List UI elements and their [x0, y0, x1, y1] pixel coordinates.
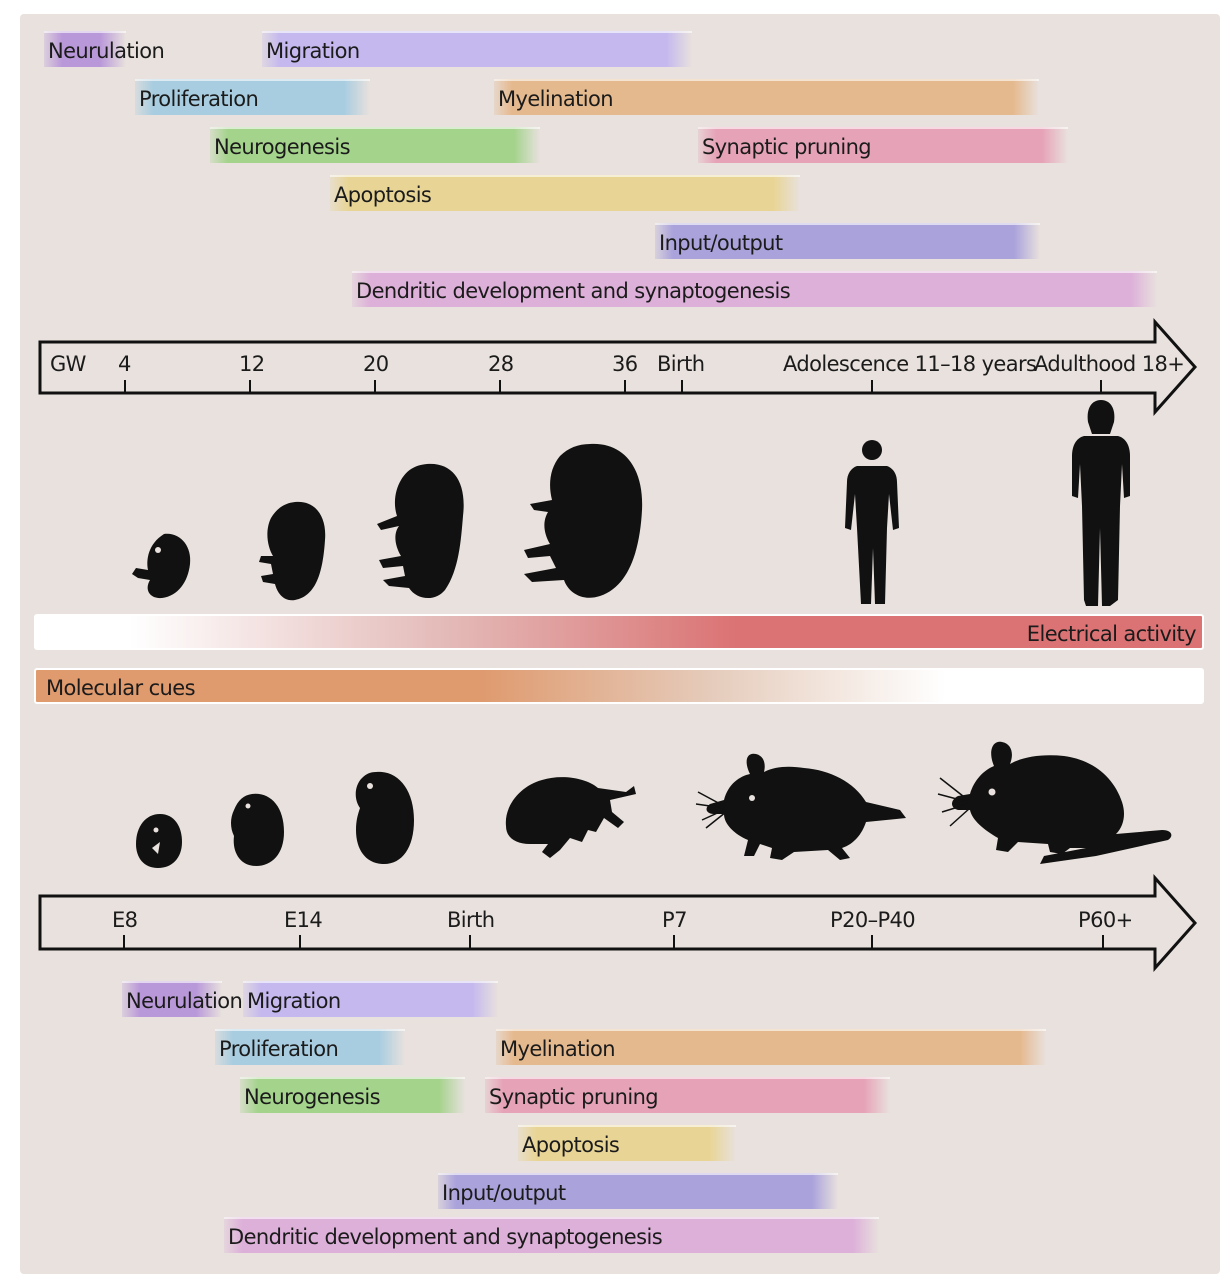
human-bar-proliferation: Proliferation: [135, 79, 370, 115]
human-tick-birth: Birth: [657, 352, 705, 376]
molecular-cues-label: Molecular cues: [46, 676, 196, 700]
human-tick-adolescence: Adolescence 11–18 years: [783, 352, 1037, 376]
mouse-tick-p60: P60+: [1078, 908, 1133, 932]
mouse-bar-myelination: Myelination: [496, 1029, 1046, 1065]
mouse-tick-e8: E8: [112, 908, 138, 932]
human-tick-36: 36: [612, 352, 638, 376]
human-axis-start-label: GW: [50, 352, 86, 376]
mouse-tick-p7: P7: [662, 908, 687, 932]
child-icon: [845, 440, 899, 604]
human-axis-ticks: [124, 380, 1102, 393]
embryo-icon: [355, 771, 414, 864]
human-bar-myelination: Myelination: [494, 79, 1039, 115]
mouse-bar-apoptosis: Apoptosis: [518, 1125, 736, 1161]
mouse-bar-neurogenesis: Neurogenesis: [240, 1077, 465, 1113]
human-tick-12: 12: [239, 352, 265, 376]
human-bar-dendritic-development: Dendritic development and synaptogenesis: [352, 271, 1157, 307]
human-tick-adulthood: Adulthood 18+: [1034, 352, 1185, 376]
electrical-activity-gradient: Electrical activity: [34, 614, 1204, 650]
embryo-icon: [136, 814, 182, 868]
embryo-icon: [231, 793, 284, 866]
embryo-icon: [259, 501, 326, 601]
mouse-pup-icon: [505, 777, 636, 858]
mouse-bar-proliferation: Proliferation: [215, 1029, 405, 1065]
mouse-tick-p20-p40: P20–P40: [830, 908, 916, 932]
mouse-juvenile-icon: [695, 753, 906, 860]
human-bar-migration: Migration: [262, 31, 692, 67]
human-bar-neurogenesis: Neurogenesis: [210, 127, 540, 163]
mouse-axis-arrow: [38, 874, 1198, 972]
electrical-activity-label: Electrical activity: [1026, 622, 1197, 646]
mouse-bar-input-output: Input/output: [438, 1173, 838, 1209]
human-tick-20: 20: [363, 352, 389, 376]
mouse-bar-synaptic-pruning: Synaptic pruning: [485, 1077, 890, 1113]
mouse-adult-icon: [937, 741, 1172, 864]
human-bar-apoptosis: Apoptosis: [330, 175, 800, 211]
mouse-bar-neurulation: Neurulation: [122, 981, 243, 1017]
mouse-tick-birth: Birth: [447, 908, 495, 932]
fetus-icon: [524, 443, 643, 598]
human-tick-28: 28: [488, 352, 514, 376]
mouse-bar-migration: Migration: [243, 981, 498, 1017]
molecular-cues-gradient: Molecular cues: [34, 668, 1204, 704]
fetus-icon: [377, 463, 464, 599]
mouse-tick-e14: E14: [284, 908, 323, 932]
mouse-bar-dendritic-development: Dendritic development and synaptogenesis: [224, 1217, 879, 1253]
mouse-axis-ticks: [123, 935, 1104, 949]
human-tick-4: 4: [118, 352, 131, 376]
human-bar-input-output: Input/output: [655, 223, 1040, 259]
adult-icon: [1072, 400, 1130, 606]
human-axis-arrow: [38, 318, 1198, 416]
human-bar-synaptic-pruning: Synaptic pruning: [698, 127, 1068, 163]
embryo-icon: [132, 533, 191, 599]
